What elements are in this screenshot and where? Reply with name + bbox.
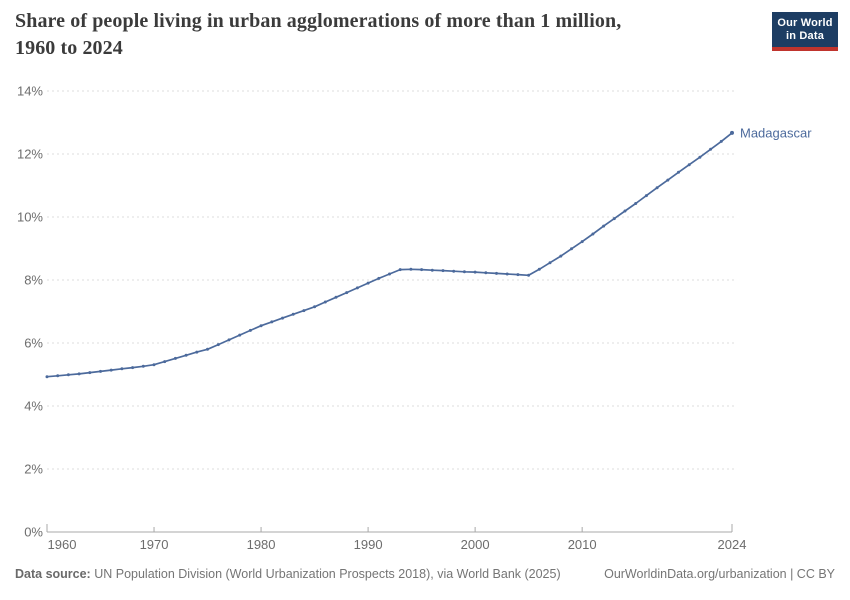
data-source-label: Data source: (15, 567, 91, 581)
data-line-madagascar[interactable] (46, 132, 733, 378)
data-point[interactable] (612, 217, 616, 221)
data-point[interactable] (495, 271, 498, 275)
data-point[interactable] (248, 328, 252, 332)
data-point[interactable] (409, 267, 413, 271)
owid-url-license-link[interactable]: OurWorldinData.org/urbanization | CC BY (604, 567, 835, 581)
data-point[interactable] (709, 147, 713, 151)
chart-footer: Data source: UN Population Division (Wor… (15, 566, 835, 582)
y-axis-tick-label: 12% (17, 147, 43, 162)
data-point[interactable] (131, 366, 135, 370)
data-point[interactable] (420, 268, 424, 272)
data-point[interactable] (88, 371, 92, 375)
data-point[interactable] (45, 375, 49, 379)
x-axis-tick-label: 1980 (247, 537, 276, 552)
data-point[interactable] (334, 295, 338, 299)
y-axis-tick-label: 2% (24, 462, 43, 477)
owid-logo-text-line1: Our World (777, 17, 833, 29)
data-point[interactable] (398, 268, 402, 272)
data-point[interactable] (527, 273, 531, 277)
data-point[interactable] (677, 170, 680, 174)
data-point[interactable] (355, 286, 359, 290)
data-point[interactable] (141, 364, 145, 368)
data-point[interactable] (505, 272, 509, 276)
data-point[interactable] (559, 254, 563, 258)
data-point[interactable] (484, 271, 488, 275)
data-point[interactable] (99, 369, 102, 373)
data-point[interactable] (548, 261, 552, 265)
data-point[interactable] (163, 360, 167, 364)
x-axis-tick-label: 2024 (718, 537, 747, 552)
y-axis-tick-label: 0% (24, 525, 43, 540)
y-axis-tick-label: 8% (24, 273, 43, 288)
y-axis-tick-label: 6% (24, 336, 43, 351)
data-point[interactable] (634, 202, 638, 205)
x-axis-tick-label: 2010 (568, 537, 597, 552)
data-point[interactable] (655, 186, 659, 190)
data-point[interactable] (698, 155, 702, 159)
data-point[interactable] (623, 209, 627, 213)
owid-logo: Our World in Data (772, 12, 838, 51)
data-point[interactable] (173, 356, 177, 360)
x-axis-tick-label: 1970 (140, 537, 169, 552)
data-point[interactable] (570, 247, 573, 251)
data-point[interactable] (644, 194, 648, 198)
data-point[interactable] (195, 350, 199, 354)
data-point[interactable] (388, 272, 391, 276)
data-point[interactable] (730, 130, 734, 135)
data-point[interactable] (302, 309, 306, 313)
series-end-label[interactable]: Madagascar (740, 125, 812, 140)
data-point[interactable] (441, 269, 445, 273)
data-point[interactable] (77, 372, 81, 376)
y-axis-tick-label: 14% (17, 84, 43, 99)
data-point[interactable] (270, 320, 274, 324)
data-point[interactable] (206, 347, 209, 351)
data-point[interactable] (66, 373, 70, 377)
x-axis-tick-label: 1990 (354, 537, 383, 552)
data-point[interactable] (473, 270, 477, 274)
chart-title: Share of people living in urban agglomer… (15, 8, 755, 62)
data-point[interactable] (666, 178, 670, 182)
data-point[interactable] (377, 276, 381, 280)
data-point[interactable] (281, 316, 284, 320)
data-point[interactable] (345, 291, 349, 295)
line-chart-plot-area[interactable]: 0% 2% 4% 6% 8% 10% 12% 14% 1960 1970 1980 1990 2000 2… (0, 78, 850, 560)
data-point[interactable] (227, 338, 231, 342)
y-axis-tick-label: 4% (24, 399, 43, 414)
data-point[interactable] (259, 324, 263, 328)
x-axis-tick-label: 1960 (48, 537, 77, 552)
data-point[interactable] (291, 312, 295, 316)
chart-title-line2: 1960 to 2024 (15, 37, 123, 59)
chart-title-line1: Share of people living in urban agglomer… (15, 10, 622, 32)
data-point[interactable] (366, 281, 370, 285)
data-point[interactable] (516, 273, 520, 277)
data-point[interactable] (152, 363, 156, 367)
data-point[interactable] (120, 367, 124, 371)
data-point[interactable] (238, 333, 242, 337)
data-point[interactable] (687, 163, 691, 167)
data-source-note: Data source: UN Population Division (Wor… (15, 566, 561, 582)
data-point[interactable] (184, 353, 188, 357)
data-point[interactable] (56, 374, 60, 378)
data-point[interactable] (313, 305, 317, 309)
data-point[interactable] (109, 368, 113, 372)
x-axis-tick-label: 2000 (461, 537, 490, 552)
data-point[interactable] (323, 300, 327, 304)
data-point[interactable] (430, 268, 434, 272)
data-point[interactable] (719, 139, 723, 143)
y-axis-tick-label: 10% (17, 210, 43, 225)
data-point[interactable] (537, 267, 541, 271)
owid-logo-text-line2: in Data (785, 30, 825, 42)
data-point[interactable] (452, 269, 456, 273)
data-point[interactable] (462, 270, 466, 274)
data-source-text: UN Population Division (World Urbanizati… (90, 567, 561, 581)
data-point[interactable] (602, 224, 606, 228)
data-point[interactable] (216, 343, 220, 347)
data-point[interactable] (591, 232, 595, 236)
data-point[interactable] (580, 240, 584, 244)
